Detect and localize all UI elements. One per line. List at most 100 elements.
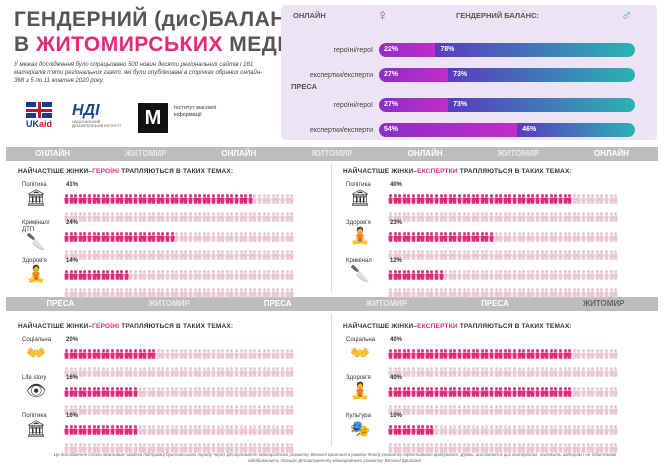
- male-segment: 73%: [448, 98, 635, 112]
- page-title: ГЕНДЕРНИЙ (дис)БАЛАНС: [14, 8, 302, 31]
- title-highlight: ГЕРОЇНІ: [92, 323, 120, 330]
- title-prefix: НАЙЧАСТІШЕ ЖІНКИ–: [18, 323, 93, 330]
- topic-percent: 24%: [66, 220, 79, 226]
- topic-percent: 12%: [390, 258, 403, 264]
- imi-logo: М: [138, 103, 168, 133]
- eye-icon: 👁: [26, 383, 47, 400]
- male-symbol-icon: ♂: [621, 7, 633, 24]
- topic-label: Кримінал: [346, 258, 372, 264]
- balance-row-label: героїні/герої: [333, 47, 373, 54]
- topic-label: Соціальна: [346, 337, 376, 343]
- male-segment: 78%: [435, 43, 635, 57]
- uk-flag-icon: [26, 102, 52, 118]
- topic-label: Політика: [22, 413, 47, 419]
- topic-label: Соціальна: [22, 337, 52, 343]
- topic-percent: 14%: [66, 258, 79, 264]
- band-label: ПРЕСА: [481, 299, 509, 308]
- topic-percent: 10%: [390, 413, 403, 419]
- band-label: ПРЕСА: [263, 299, 292, 308]
- balance-row-label: героїні/герої: [333, 102, 373, 109]
- people-grid: [388, 191, 620, 227]
- title-suffix: ТРАПЛЯЮТЬСЯ В ТАКИХ ТЕМАХ:: [119, 168, 234, 175]
- female-segment: 27%: [379, 68, 449, 82]
- title-highlight: ЕКСПЕРТКИ: [417, 323, 458, 330]
- topic-percent: 16%: [66, 413, 79, 419]
- title-suffix: ТРАПЛЯЮТЬСЯ В ТАКИХ ТЕМАХ:: [457, 323, 572, 330]
- intro-text: У межах дослідження було опрацьовано 500…: [14, 62, 263, 84]
- people-grid: [64, 384, 296, 420]
- balance-heading: ГЕНДЕРНИЙ БАЛАНС:: [456, 11, 539, 20]
- topic-percent: 40%: [390, 375, 403, 381]
- columns-icon: 🏛: [26, 421, 47, 438]
- people-grid: [388, 422, 620, 458]
- band-label: ОНЛАЙН: [407, 149, 443, 158]
- meditation-icon: 🧘: [350, 228, 370, 245]
- ndi-mark: НДІ: [72, 102, 100, 119]
- hands-icon: 👐: [350, 345, 370, 362]
- balance-press-label: ПРЕСА: [291, 82, 318, 91]
- balance-bar: 27% 73%: [379, 98, 635, 112]
- balance-bar: 27% 73%: [379, 68, 635, 82]
- knife-icon: 🔪: [350, 266, 370, 283]
- people-grid: [64, 422, 296, 458]
- band-label: ЖИТОМИР: [124, 149, 167, 158]
- people-grid: [388, 229, 620, 265]
- topic-percent: 20%: [66, 337, 79, 343]
- male-segment: 73%: [448, 68, 635, 82]
- subtitle-highlight: ЖИТОМИРСЬКИХ: [36, 33, 223, 56]
- hands-icon: 👐: [26, 345, 46, 362]
- page-subtitle: В ЖИТОМИРСЬКИХ МЕДІА: [14, 33, 299, 57]
- female-segment: 27%: [379, 98, 449, 112]
- ndi-subtitle: НАЦІОНАЛЬНИЙ ДЕМОКРАТИЧНИЙ ІНСТИТУТ: [72, 120, 122, 128]
- topic-label: Кримінал/ ДТП: [22, 220, 50, 233]
- band-label: ЖИТОМИР: [582, 299, 625, 308]
- band-label: ОНЛАЙН: [35, 149, 71, 158]
- press-experts-title: НАЙЧАСТІШЕ ЖІНКИ–ЕКСПЕРТКИ ТРАПЛЯЮТЬСЯ В…: [343, 323, 572, 330]
- people-grid: [64, 267, 296, 303]
- balance-bar: 54% 46%: [379, 123, 635, 137]
- online-divider: [331, 164, 332, 292]
- knife-icon: 🔪: [26, 234, 46, 251]
- topic-label: Політика: [346, 182, 371, 188]
- band-label: ЖИТОМИР: [311, 149, 353, 158]
- press-band: ПРЕСА ЖИТОМИР ПРЕСА ЖИТОМИР ПРЕСА ЖИТОМИР: [6, 297, 658, 311]
- band-label: ПРЕСА: [46, 299, 75, 308]
- topic-percent: 16%: [66, 375, 79, 381]
- press-heroines-title: НАЙЧАСТІШЕ ЖІНКИ–ГЕРОЇНІ ТРАПЛЯЮТЬСЯ В Т…: [18, 323, 233, 330]
- topic-percent: 41%: [66, 182, 79, 188]
- female-symbol-icon: ♀: [377, 7, 389, 24]
- people-grid: [388, 346, 620, 382]
- people-grid: [64, 229, 296, 265]
- balance-bar: 22% 78%: [379, 43, 635, 57]
- topic-label: Культура: [346, 413, 371, 419]
- female-segment: 22%: [379, 43, 436, 57]
- topic-label: Здоров'я: [346, 375, 371, 381]
- title-prefix: НАЙЧАСТІШЕ ЖІНКИ–: [343, 168, 418, 175]
- online-band: ОНЛАЙН ЖИТОМИР ОНЛАЙН ЖИТОМИР ОНЛАЙН ЖИТОМИР О…: [6, 147, 658, 161]
- band-label: ЖИТОМИР: [365, 299, 408, 308]
- title-suffix: ТРАПЛЯЮТЬСЯ В ТАКИХ ТЕМАХ:: [457, 168, 572, 175]
- people-grid: [64, 346, 296, 382]
- topic-percent: 40%: [390, 337, 403, 343]
- topic-label: Здоров'я: [22, 258, 47, 264]
- topic-percent: 23%: [390, 220, 403, 226]
- topic-label: Здоров'я: [346, 220, 371, 226]
- topic-label: Політика: [22, 182, 47, 188]
- people-grid: [388, 267, 620, 303]
- partner-logos: UKaid НДІ НАЦІОНАЛЬНИЙ ДЕМОКРАТИЧНИЙ ІНС…: [14, 100, 254, 140]
- gender-balance-panel: ОНЛАЙН ♀ ГЕНДЕРНИЙ БАЛАНС: ♂ ПРЕСА герої…: [281, 5, 657, 140]
- balance-online-label: ОНЛАЙН: [293, 11, 326, 20]
- ndi-logo: НДІ НАЦІОНАЛЬНИЙ ДЕМОКРАТИЧНИЙ ІНСТИТУТ: [72, 102, 128, 136]
- meditation-icon: 🧘: [26, 266, 46, 283]
- balance-row-label: експертки/експерти: [309, 127, 373, 134]
- band-label: ОНЛАЙН: [221, 149, 257, 158]
- ukaid-logo: UKaid: [26, 102, 52, 134]
- ukaid-text: UK: [26, 119, 39, 129]
- columns-icon: 🏛: [350, 190, 371, 207]
- people-grid: [64, 191, 296, 227]
- meditation-icon: 🧘: [350, 383, 370, 400]
- band-label: ОНЛАЙН: [593, 149, 629, 158]
- footer-disclaimer: Це дослідження стало можливим завдяки пі…: [53, 452, 617, 463]
- title-highlight: ГЕРОЇНІ: [92, 168, 120, 175]
- people-grid: [388, 384, 620, 420]
